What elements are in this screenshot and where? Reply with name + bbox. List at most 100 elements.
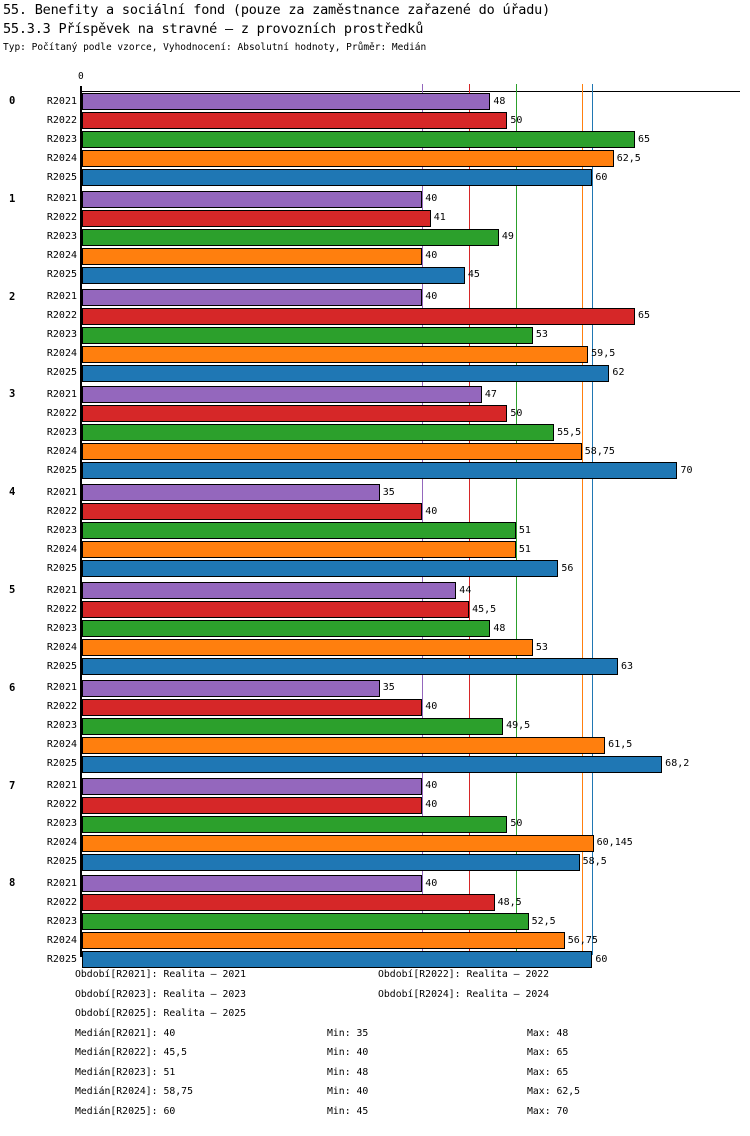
legend-stat-max: Max: 65 xyxy=(527,1047,569,1058)
bar-6-R2021[interactable] xyxy=(82,679,380,697)
legend-stat-min: Min: 48 xyxy=(327,1066,369,1078)
bar-5-R2025[interactable] xyxy=(82,658,618,675)
bar-value-5-R2023: 48 xyxy=(493,622,506,634)
bar-value-1-R2023: 49 xyxy=(501,231,514,243)
legend-period-row: Období[R2023]: Realita – 2023 Období[R202… xyxy=(0,985,750,1005)
row-label-7-R2023: R2023 xyxy=(46,818,77,830)
bar-3-R2024[interactable] xyxy=(82,443,582,461)
bar-value-7-R2023: 50 xyxy=(510,818,523,830)
bar-7-R2022[interactable] xyxy=(82,796,423,814)
bar-value-0-R2024: 62,5 xyxy=(616,152,641,164)
bar-4-R2025[interactable] xyxy=(82,560,559,578)
bar-3-R2025[interactable] xyxy=(82,462,678,480)
row-label-7-R2021: R2021 xyxy=(46,780,77,792)
median-line-mediánr2023 xyxy=(516,84,517,955)
bar-8-R2022[interactable] xyxy=(82,894,495,912)
bar-5-R2022[interactable] xyxy=(82,601,470,618)
bar-6-R2022[interactable] xyxy=(82,698,423,716)
bar-5-R2024[interactable] xyxy=(82,639,533,656)
legend-stat-min: Min: 40 xyxy=(327,1086,369,1097)
legend-stat-min: Min: 35 xyxy=(327,1027,369,1039)
legend-stat-max: Max: 62,5 xyxy=(527,1086,581,1097)
bar-1-R2025[interactable] xyxy=(82,266,465,284)
page-subtitle-heading: 55.3.3 Příspěvek na stravné – z provozní… xyxy=(3,21,424,37)
bar-value-5-R2021: 44 xyxy=(459,584,472,596)
row-label-1-R2022: R2022 xyxy=(46,212,77,224)
bar-4-R2021[interactable] xyxy=(82,484,380,502)
bar-value-8-R2021: 40 xyxy=(425,877,438,889)
bar-value-1-R2022: 41 xyxy=(433,212,446,224)
bar-value-6-R2021: 35 xyxy=(382,682,395,694)
bar-value-8-R2022: 48,5 xyxy=(497,896,522,908)
legend-period-row: Období[R2025]: Realita – 2025 xyxy=(0,1004,750,1024)
bar-0-R2025[interactable] xyxy=(82,169,593,186)
bar-1-R2024[interactable] xyxy=(82,247,423,265)
bar-0-R2021[interactable] xyxy=(82,93,491,110)
bar-1-R2021[interactable] xyxy=(82,190,423,208)
bar-8-R2024[interactable] xyxy=(82,932,565,950)
bar-0-R2024[interactable] xyxy=(82,150,614,167)
row-label-3-R2021: R2021 xyxy=(46,388,77,400)
bar-value-1-R2025: 45 xyxy=(467,269,480,281)
legend-stat-max: Max: 48 xyxy=(527,1027,569,1039)
bar-6-R2023[interactable] xyxy=(82,717,504,735)
legend-stat-max: Max: 65 xyxy=(527,1066,569,1078)
legend-stat-median: Medián[R2021]: 40 xyxy=(75,1027,176,1039)
bar-value-0-R2021: 48 xyxy=(493,95,506,107)
row-label-6-R2023: R2023 xyxy=(46,720,77,732)
bar-7-R2023[interactable] xyxy=(82,815,508,833)
bar-0-R2022[interactable] xyxy=(82,112,508,129)
legend-period-right: Období[R2024]: Realita – 2024 xyxy=(378,988,550,1000)
row-label-0-R2022: R2022 xyxy=(46,114,77,126)
legend-period-left: Období[R2023]: Realita – 2023 xyxy=(75,988,247,1000)
bar-2-R2024[interactable] xyxy=(82,345,589,363)
bar-8-R2023[interactable] xyxy=(82,913,529,931)
row-label-7-R2024: R2024 xyxy=(46,837,77,849)
row-label-5-R2022: R2022 xyxy=(46,603,77,615)
group-index-1: 1 xyxy=(9,192,16,205)
row-label-6-R2024: R2024 xyxy=(46,739,77,751)
row-label-7-R2025: R2025 xyxy=(46,856,77,868)
bar-5-R2021[interactable] xyxy=(82,582,457,599)
bar-7-R2025[interactable] xyxy=(82,853,580,871)
group-index-3: 3 xyxy=(9,388,16,401)
bar-value-8-R2023: 52,5 xyxy=(531,915,556,927)
bar-value-5-R2022: 45,5 xyxy=(472,603,497,615)
bar-3-R2022[interactable] xyxy=(82,405,508,423)
bar-7-R2021[interactable] xyxy=(82,777,423,795)
bar-1-R2022[interactable] xyxy=(82,209,431,227)
bar-6-R2025[interactable] xyxy=(82,755,663,773)
bar-2-R2021[interactable] xyxy=(82,288,423,306)
bar-value-2-R2022: 65 xyxy=(637,310,650,322)
median-line-mediánr2025 xyxy=(592,84,593,955)
legend-stat-median: Medián[R2022]: 45,5 xyxy=(75,1047,188,1058)
bar-6-R2024[interactable] xyxy=(82,736,606,754)
bar-2-R2022[interactable] xyxy=(82,307,635,325)
bar-value-0-R2023: 65 xyxy=(637,133,650,145)
bar-8-R2021[interactable] xyxy=(82,875,423,893)
legend-period-row: Období[R2021]: Realita – 2021 Období[R202… xyxy=(0,965,750,985)
bar-value-4-R2021: 35 xyxy=(382,486,395,498)
row-label-0-R2023: R2023 xyxy=(46,133,77,145)
bar-4-R2022[interactable] xyxy=(82,503,423,521)
bar-5-R2023[interactable] xyxy=(82,620,491,637)
bar-0-R2023[interactable] xyxy=(82,131,635,148)
row-label-3-R2024: R2024 xyxy=(46,445,77,457)
bar-value-6-R2023: 49,5 xyxy=(506,720,531,732)
bar-2-R2025[interactable] xyxy=(82,364,610,382)
bar-value-8-R2024: 56,75 xyxy=(567,934,598,946)
bar-3-R2021[interactable] xyxy=(82,386,482,404)
legend-stat-row: Medián[R2023]: 51 Min: 48 Max: 65 xyxy=(0,1063,750,1083)
bar-7-R2024[interactable] xyxy=(82,834,594,852)
legend-stat-row: Medián[R2022]: 45,5 Min: 40 Max: 65 xyxy=(0,1043,750,1063)
bar-3-R2023[interactable] xyxy=(82,424,555,442)
bar-2-R2023[interactable] xyxy=(82,326,533,344)
bar-1-R2023[interactable] xyxy=(82,228,499,246)
row-label-4-R2023: R2023 xyxy=(46,524,77,536)
bar-8-R2025[interactable] xyxy=(82,951,593,969)
bar-value-5-R2025: 63 xyxy=(620,660,633,672)
bar-4-R2023[interactable] xyxy=(82,522,516,540)
bar-value-3-R2025: 70 xyxy=(680,464,693,476)
bar-4-R2024[interactable] xyxy=(82,541,516,559)
axis-zero-label: 0 xyxy=(78,71,84,82)
